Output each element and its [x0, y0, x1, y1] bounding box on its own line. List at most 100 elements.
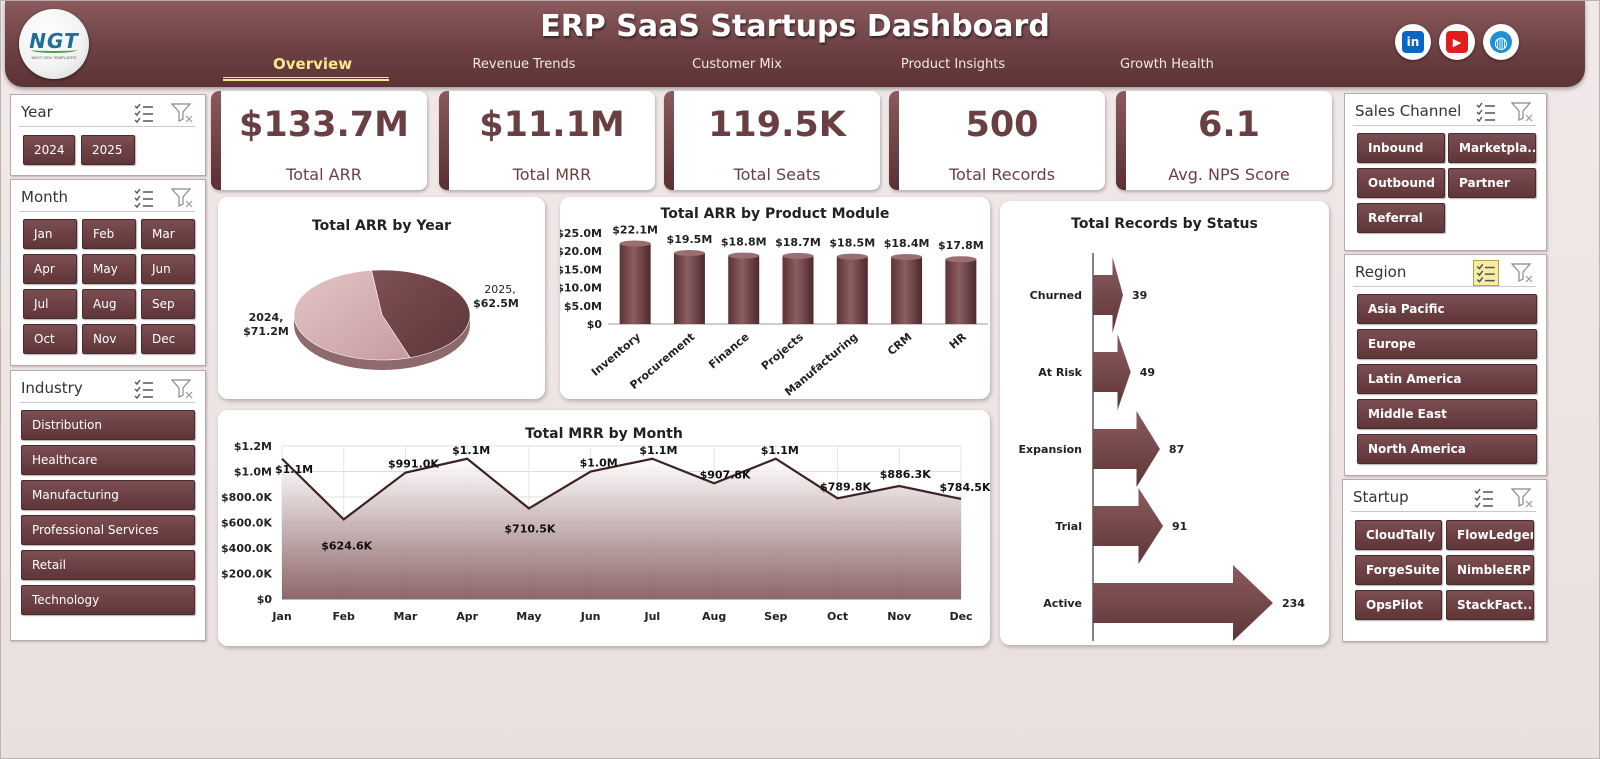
multi-select-icon[interactable]: [133, 102, 155, 124]
slicer-year-2025[interactable]: 2025: [81, 135, 135, 165]
slicer-channel-inbound[interactable]: Inbound: [1357, 133, 1445, 163]
slicer-region-europe[interactable]: Europe: [1357, 329, 1537, 359]
slicer-month-nov[interactable]: Nov: [82, 324, 136, 354]
clear-filter-icon[interactable]: [1511, 487, 1533, 509]
logo-swoosh-icon: [31, 47, 77, 53]
kpi-total-seats-value: 119.5K: [708, 105, 846, 145]
area-xtick-label: Mar: [394, 610, 418, 623]
slicer-year-2024[interactable]: 2024: [23, 135, 75, 165]
slicer-startup-forgesuite[interactable]: ForgeSuite: [1355, 555, 1442, 585]
chart-arr-by-module-title: Total ARR by Product Module: [660, 206, 890, 222]
bar-category-label: Inventory: [589, 330, 643, 378]
multi-select-icon[interactable]: [133, 378, 155, 400]
bar-ytick-label: $25.0M: [560, 227, 602, 240]
slicer-channel-referral[interactable]: Referral: [1357, 203, 1445, 233]
multi-select-icon[interactable]: [1473, 487, 1495, 509]
tab-overview[interactable]: Overview: [273, 55, 353, 73]
bar-cap: [891, 254, 923, 261]
slicer-month-oct[interactable]: Oct: [23, 324, 77, 354]
slicer-region-latin-america[interactable]: Latin America: [1357, 364, 1537, 394]
slicer-industry-retail[interactable]: Retail: [21, 550, 195, 580]
area-ytick-label: $800.0K: [221, 491, 272, 504]
slicer-startup-stackfact[interactable]: StackFact...: [1446, 590, 1534, 620]
area-xtick-label: Feb: [333, 610, 356, 623]
kpi-total-arr-value: $133.7M: [239, 105, 409, 145]
nav-tabs: Overview Revenue Trends Customer Mix Pro…: [5, 55, 1585, 81]
multi-select-icon[interactable]: [1475, 101, 1497, 123]
slicer-region-asia-pacific[interactable]: Asia Pacific: [1357, 294, 1537, 324]
clear-filter-icon[interactable]: [171, 378, 193, 400]
slicer-industry-manufacturing[interactable]: Manufacturing: [21, 480, 195, 510]
clear-filter-icon[interactable]: [171, 102, 193, 124]
slicer-startup: Startup CloudTally FlowLedger ForgeSuite…: [1342, 479, 1547, 642]
slicer-month-feb[interactable]: Feb: [82, 219, 136, 249]
slicer-month-jun[interactable]: Jun: [141, 254, 195, 284]
area-xtick-label: Nov: [887, 610, 912, 623]
slicer-month-mar[interactable]: Mar: [141, 219, 195, 249]
area-ytick-label: $1.0M: [234, 466, 272, 479]
area-data-label: $1.0M: [580, 457, 618, 470]
linkedin-icon: in: [1402, 31, 1424, 53]
slicer-startup-opspilot[interactable]: OpsPilot: [1355, 590, 1442, 620]
area-data-label: $886.3K: [880, 468, 931, 481]
bar-cap: [945, 256, 977, 263]
area-ytick-label: $1.2M: [234, 440, 272, 453]
area-xtick-label: Jul: [644, 610, 661, 623]
slicer-region-north-america[interactable]: North America: [1357, 434, 1537, 464]
bar-cap: [728, 252, 760, 259]
clear-filter-icon[interactable]: [1511, 262, 1533, 284]
slicer-startup-cloudtally[interactable]: CloudTally: [1355, 520, 1442, 550]
slicer-industry-healthcare[interactable]: Healthcare: [21, 445, 195, 475]
pie-label-2025: 2025,: [484, 283, 516, 296]
youtube-button[interactable]: ▶: [1439, 24, 1475, 60]
pie-chart-svg: 2025,$62.5M 2024,$71.2M: [243, 269, 519, 370]
kpi-avg-nps: 6.1 Avg. NPS Score: [1116, 91, 1332, 190]
tab-product-insights[interactable]: Product Insights: [900, 57, 1006, 72]
divider: [1353, 286, 1536, 287]
slicer-channel-outbound[interactable]: Outbound: [1357, 168, 1445, 198]
slicer-month-jul[interactable]: Jul: [23, 289, 77, 319]
linkedin-button[interactable]: in: [1395, 24, 1431, 60]
tab-revenue-trends[interactable]: Revenue Trends: [472, 57, 576, 72]
slicer-channel-marketplace[interactable]: Marketpla...: [1448, 133, 1536, 163]
page-title: ERP SaaS Startups Dashboard: [540, 9, 1050, 44]
multi-select-icon[interactable]: [133, 187, 155, 209]
slicer-month-may[interactable]: May: [82, 254, 136, 284]
slicer-industry-professional-services[interactable]: Professional Services: [21, 515, 195, 545]
chart-mrr-by-month-title: Total MRR by Month: [525, 426, 683, 442]
slicer-month-apr[interactable]: Apr: [23, 254, 77, 284]
slicer-industry-distribution[interactable]: Distribution: [21, 410, 195, 440]
clear-filter-icon[interactable]: [171, 187, 193, 209]
bar-category-label: Projects: [759, 330, 806, 373]
slicer-startup-flowledger[interactable]: FlowLedger: [1446, 520, 1534, 550]
kpi-total-records-label: Total Records: [948, 165, 1056, 184]
bar-manufacturing: [836, 256, 868, 324]
website-button[interactable]: ◍: [1483, 24, 1519, 60]
slicer-region-middle-east[interactable]: Middle East: [1357, 399, 1537, 429]
area-data-label: $784.5K: [940, 481, 990, 494]
slicer-channel-partner[interactable]: Partner: [1448, 168, 1536, 198]
bar-finance: [728, 255, 760, 324]
slicer-industry-title: Industry: [21, 379, 83, 397]
slicer-month-aug[interactable]: Aug: [82, 289, 136, 319]
clear-filter-icon[interactable]: [1511, 101, 1533, 123]
slicer-industry-technology[interactable]: Technology: [21, 585, 195, 615]
tab-customer-mix[interactable]: Customer Mix: [692, 57, 782, 72]
area-data-label: $1.1M: [639, 444, 677, 457]
arrow-category-label: Expansion: [1019, 443, 1082, 456]
area-xtick-label: Oct: [827, 610, 848, 623]
tab-growth-health[interactable]: Growth Health: [1120, 57, 1214, 72]
bar-crm: [891, 257, 923, 324]
slicer-month-sep[interactable]: Sep: [141, 289, 195, 319]
bar-data-label: $22.1M: [612, 224, 658, 237]
slicer-month-dec[interactable]: Dec: [141, 324, 195, 354]
multi-select-icon-active[interactable]: [1473, 260, 1499, 286]
kpi-total-mrr-value: $11.1M: [479, 105, 625, 145]
arrow-value-label: 234: [1282, 597, 1305, 610]
area-xtick-label: Dec: [949, 610, 972, 623]
slicer-month: Month Jan Feb Mar Apr May Jun Jul Aug Se…: [10, 179, 206, 366]
area-ytick-label: $600.0K: [221, 517, 272, 530]
slicer-sales-channel-title: Sales Channel: [1355, 102, 1462, 120]
slicer-month-jan[interactable]: Jan: [23, 219, 77, 249]
slicer-startup-nimbleerp[interactable]: NimbleERP: [1446, 555, 1534, 585]
